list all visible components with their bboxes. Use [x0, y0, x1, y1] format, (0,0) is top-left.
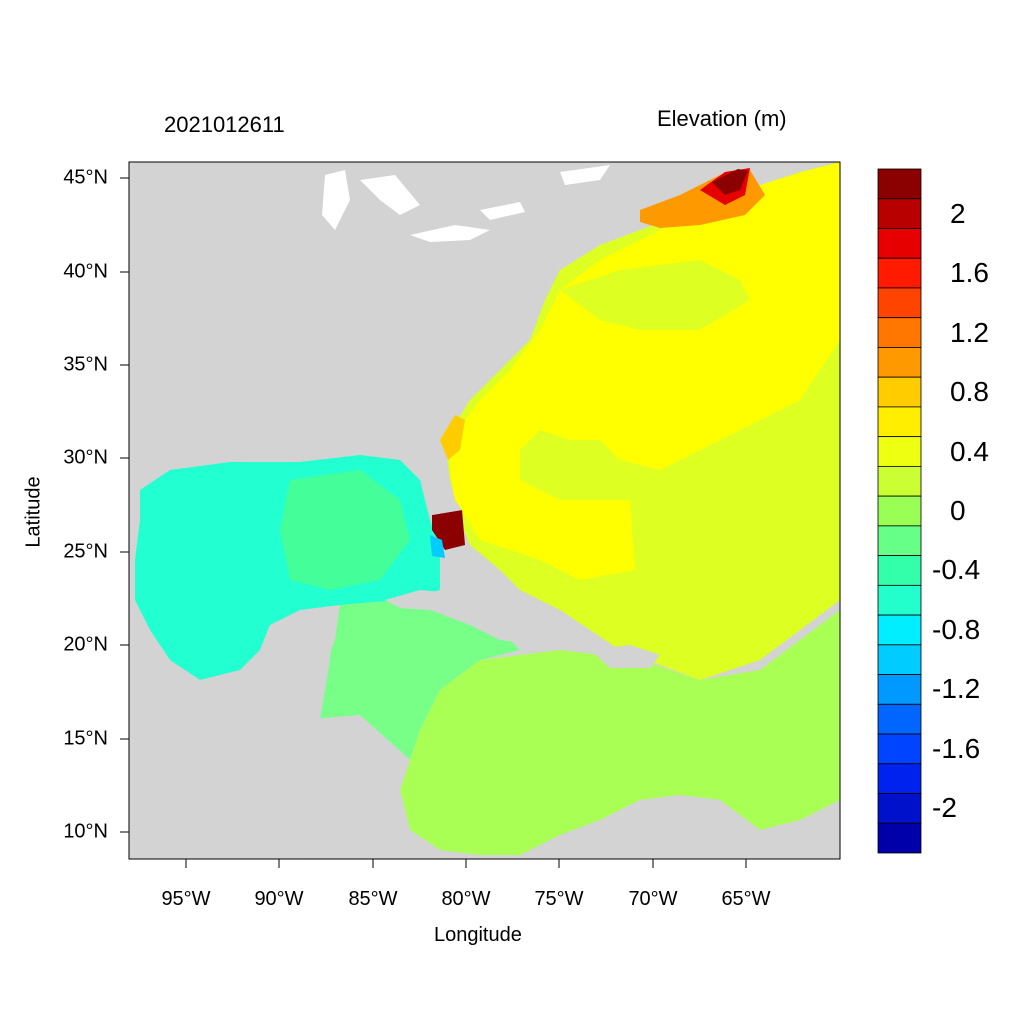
colorbar-segment	[877, 436, 922, 467]
yucatan	[240, 612, 335, 720]
colorbar-segment	[877, 257, 922, 289]
central-america	[129, 700, 480, 859]
x-tick-label: 85°W	[348, 888, 398, 910]
x-tick-label: 70°W	[628, 888, 678, 910]
map-frame	[128, 161, 841, 860]
colorbar-segment	[877, 198, 922, 229]
colorbar-segment	[877, 525, 922, 557]
colorbar-tick-label: -0.4	[932, 554, 981, 586]
colorbar-segment	[877, 584, 922, 616]
x-tick-label: 90°W	[254, 888, 304, 910]
colorbar-segment	[877, 495, 922, 527]
map-panel	[128, 161, 841, 860]
colorbar-tick-label: -0.8	[932, 613, 981, 645]
x-tick-label: 75°W	[534, 888, 584, 910]
x-tick-label: 65°W	[721, 888, 771, 910]
caribbean-east	[400, 610, 840, 855]
gulf-center	[280, 470, 410, 590]
colorbar-segment	[877, 376, 922, 408]
y-tick-label: 30°N	[63, 446, 108, 469]
colorbar-segment	[877, 793, 922, 824]
colorbar-segment	[877, 287, 922, 319]
y-tick-label: 40°N	[63, 260, 108, 283]
colorbar-tick-label: -1.2	[932, 673, 981, 705]
atlantic-shelf	[560, 260, 750, 330]
hispaniola	[590, 645, 660, 668]
colorbar-segment	[877, 614, 922, 646]
atlantic-core	[450, 162, 840, 580]
south-america-north	[520, 795, 840, 859]
axis-ticks	[120, 177, 747, 868]
colorbar-segment	[877, 674, 922, 705]
x-tick-label: 80°W	[441, 888, 491, 910]
colorbar-segment	[877, 733, 922, 765]
y-tick-label: 45°N	[63, 166, 108, 189]
colorbar-segment	[877, 644, 922, 675]
y-tick-label: 35°N	[63, 353, 108, 376]
florida-keys-low	[430, 535, 445, 558]
colorbar-segment	[877, 168, 922, 200]
y-tick-label: 25°N	[63, 540, 108, 563]
colorbar-tick-label: 1.2	[950, 316, 989, 348]
colorbar-tick-label: 1.6	[950, 257, 989, 289]
x-tick-label: 95°W	[161, 888, 211, 910]
x-axis-label: Longitude	[434, 924, 522, 946]
colorbar-segment	[877, 406, 922, 438]
colorbar-tick-label: 0	[950, 495, 966, 526]
colorbar	[877, 168, 922, 854]
variable-title: Elevation (m)	[657, 106, 787, 131]
timestamp-title: 2021012611	[164, 112, 285, 137]
colorbar-segment	[877, 228, 922, 259]
y-axis-label: Latitude	[22, 476, 45, 548]
y-tick-label: 10°N	[63, 820, 108, 843]
gulf-of-maine-core	[712, 169, 748, 195]
great-lakes	[322, 165, 610, 242]
colorbar-segment	[877, 763, 922, 794]
georgia-bight-high	[440, 415, 465, 460]
colorbar-segment	[877, 347, 922, 378]
y-tick-label: 20°N	[63, 633, 108, 656]
florida-peninsula	[400, 450, 462, 515]
colorbar-tick-label: -1.6	[932, 732, 981, 764]
colorbar-segment	[877, 317, 922, 348]
y-tick-label: 15°N	[63, 727, 108, 750]
cuba	[385, 590, 560, 645]
colorbar-segment	[877, 703, 922, 735]
colorbar-segment	[877, 822, 922, 854]
colorbar-segment	[877, 555, 922, 586]
colorbar-tick-label: 2	[950, 197, 966, 229]
colorbar-tick-label: -2	[932, 792, 957, 824]
colorbar-segment	[877, 465, 922, 497]
colorbar-tick-label: 0.4	[950, 435, 989, 467]
colorbar-tick-label: 0.8	[950, 376, 989, 408]
caribbean-west	[320, 600, 520, 760]
